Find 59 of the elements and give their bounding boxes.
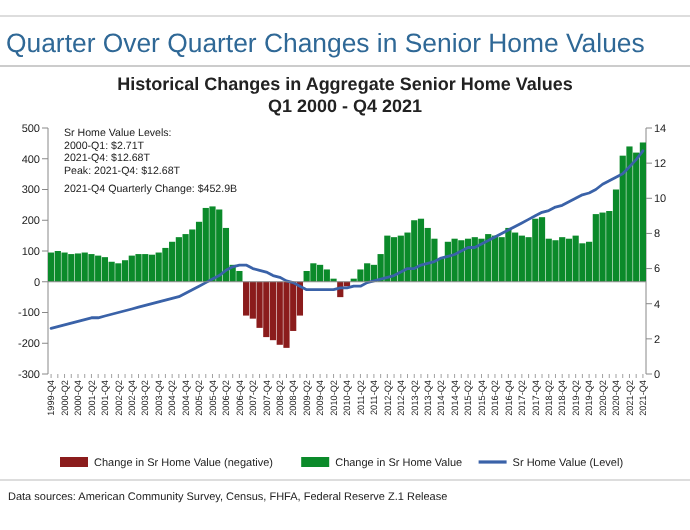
bar bbox=[626, 146, 633, 282]
bar bbox=[364, 263, 371, 282]
bar bbox=[108, 261, 115, 282]
bar bbox=[317, 264, 324, 282]
bar bbox=[512, 232, 519, 282]
bar bbox=[54, 251, 61, 282]
bar bbox=[61, 252, 68, 282]
line-series bbox=[49, 149, 645, 330]
chart-subtitle: Historical Changes in Aggregate Senior Home Values Q1 2000 - Q4 2021 bbox=[117, 74, 573, 116]
bar bbox=[263, 281, 270, 338]
bar bbox=[101, 257, 108, 282]
bar bbox=[121, 260, 129, 282]
bar bbox=[236, 270, 243, 282]
bar bbox=[189, 229, 196, 282]
bar bbox=[276, 281, 283, 345]
bar bbox=[572, 235, 579, 282]
bar bbox=[48, 252, 55, 282]
bar bbox=[323, 269, 330, 282]
bar bbox=[74, 253, 82, 282]
bar bbox=[175, 237, 182, 282]
bar bbox=[95, 255, 102, 282]
bar bbox=[68, 254, 75, 282]
bar bbox=[148, 254, 156, 282]
bar bbox=[81, 252, 88, 282]
bar bbox=[411, 220, 418, 282]
bar bbox=[505, 227, 512, 282]
bar bbox=[88, 254, 95, 282]
bar bbox=[310, 263, 317, 282]
bar bbox=[115, 263, 122, 282]
bar bbox=[182, 234, 189, 282]
bar bbox=[303, 270, 310, 282]
bar bbox=[269, 281, 277, 341]
bar bbox=[538, 217, 546, 282]
bar bbox=[579, 243, 586, 282]
bar bbox=[518, 235, 525, 282]
bar bbox=[209, 206, 216, 282]
bar bbox=[202, 207, 209, 282]
bar bbox=[357, 269, 364, 282]
bar bbox=[552, 240, 559, 282]
bar bbox=[559, 237, 566, 282]
bar bbox=[639, 142, 646, 282]
bar bbox=[599, 212, 606, 282]
bar bbox=[565, 238, 573, 282]
bar bbox=[142, 254, 149, 282]
bar bbox=[491, 235, 499, 282]
bar bbox=[155, 252, 162, 282]
bar bbox=[216, 209, 223, 282]
bar bbox=[478, 238, 485, 282]
chart-title: Quarter Over Quarter Changes in Senior Home Values bbox=[6, 28, 646, 58]
bar bbox=[162, 247, 169, 282]
bar bbox=[417, 218, 425, 282]
bar bbox=[592, 214, 599, 282]
bar bbox=[243, 281, 250, 316]
bar bbox=[135, 254, 142, 282]
bar bbox=[128, 255, 135, 282]
bar bbox=[283, 281, 290, 348]
bar bbox=[169, 241, 176, 282]
bar bbox=[424, 227, 431, 282]
bar bbox=[532, 218, 539, 282]
